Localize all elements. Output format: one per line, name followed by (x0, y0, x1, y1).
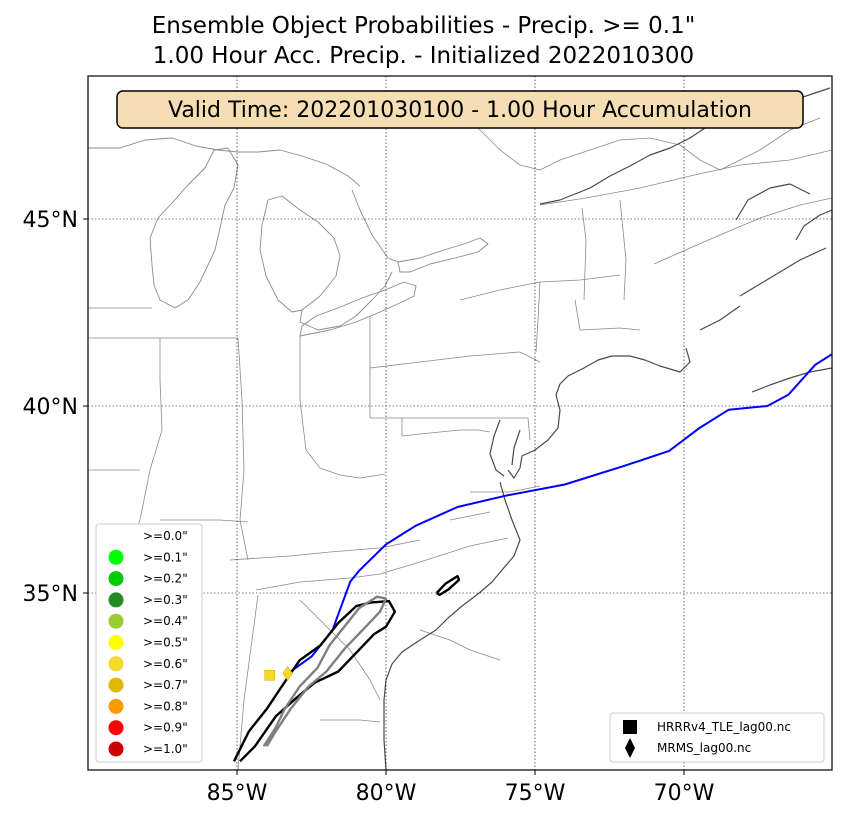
legend-label: >=0.5" (143, 636, 188, 650)
legend-swatch (108, 656, 124, 672)
probability-legend: >=0.0" >=0.1" >=0.2" >=0.3" >=0.4" >=0.5" >=0.… (95, 523, 203, 763)
series-small-object (435, 575, 461, 597)
legend-square-marker (623, 720, 637, 734)
y-tick-label: 45°N (23, 208, 78, 233)
legend-label: >=0.1" (143, 550, 188, 564)
x-tick-label: 85°W (207, 781, 268, 806)
legend-label: >=1.0" (143, 742, 188, 756)
source-legend: HRRRv4_TLE_lag00.nc MRMS_lag00.nc (609, 712, 825, 763)
legend-swatch (108, 571, 124, 587)
x-tick-label: 70°W (654, 781, 715, 806)
legend-swatch (108, 720, 124, 736)
y-tick-label: 40°N (23, 395, 78, 420)
great-lakes-outlines (88, 137, 489, 337)
x-tick-label: 80°W (356, 781, 417, 806)
legend-swatch (108, 741, 124, 757)
legend-label: >=0.2" (143, 572, 188, 586)
legend-label: >=0.6" (143, 657, 188, 671)
legend-swatch (108, 528, 124, 544)
legend-source-label: HRRRv4_TLE_lag00.nc (657, 720, 791, 734)
legend-source-label: MRMS_lag00.nc (657, 741, 751, 755)
legend-swatch (108, 677, 124, 693)
series-front-line (290, 353, 832, 673)
valid-time-box (116, 90, 804, 129)
chart-title: Ensemble Object Probabilities - Precip. … (151, 13, 696, 39)
legend-swatch (108, 549, 124, 565)
series-hrrr-object-outer (232, 600, 397, 763)
legend-label: >=0.8" (143, 699, 188, 713)
legend-label: >=0.4" (143, 614, 188, 628)
legend-diamond-marker (625, 738, 635, 758)
x-tick-label: 75°W (505, 781, 566, 806)
legend-label: >=0.3" (143, 593, 188, 607)
chart-subtitle: 1.00 Hour Acc. Precip. - Initialized 202… (152, 43, 695, 69)
plot-frame (87, 75, 833, 771)
legend-label: >=0.7" (143, 678, 188, 692)
legend-swatch (108, 635, 124, 650)
legend-label: >=0.0" (143, 529, 188, 543)
legend-label: >=0.9" (143, 721, 188, 735)
series-mrms-object (262, 595, 388, 747)
marker-diamond (282, 665, 293, 681)
y-tick-label: 35°N (23, 582, 78, 607)
legend-swatch (108, 698, 124, 714)
valid-time-label: Valid Time: 202201030100 - 1.00 Hour Acc… (168, 98, 752, 123)
marker-square (264, 670, 276, 681)
legend-swatch (108, 613, 124, 629)
legend-swatch (108, 592, 124, 608)
